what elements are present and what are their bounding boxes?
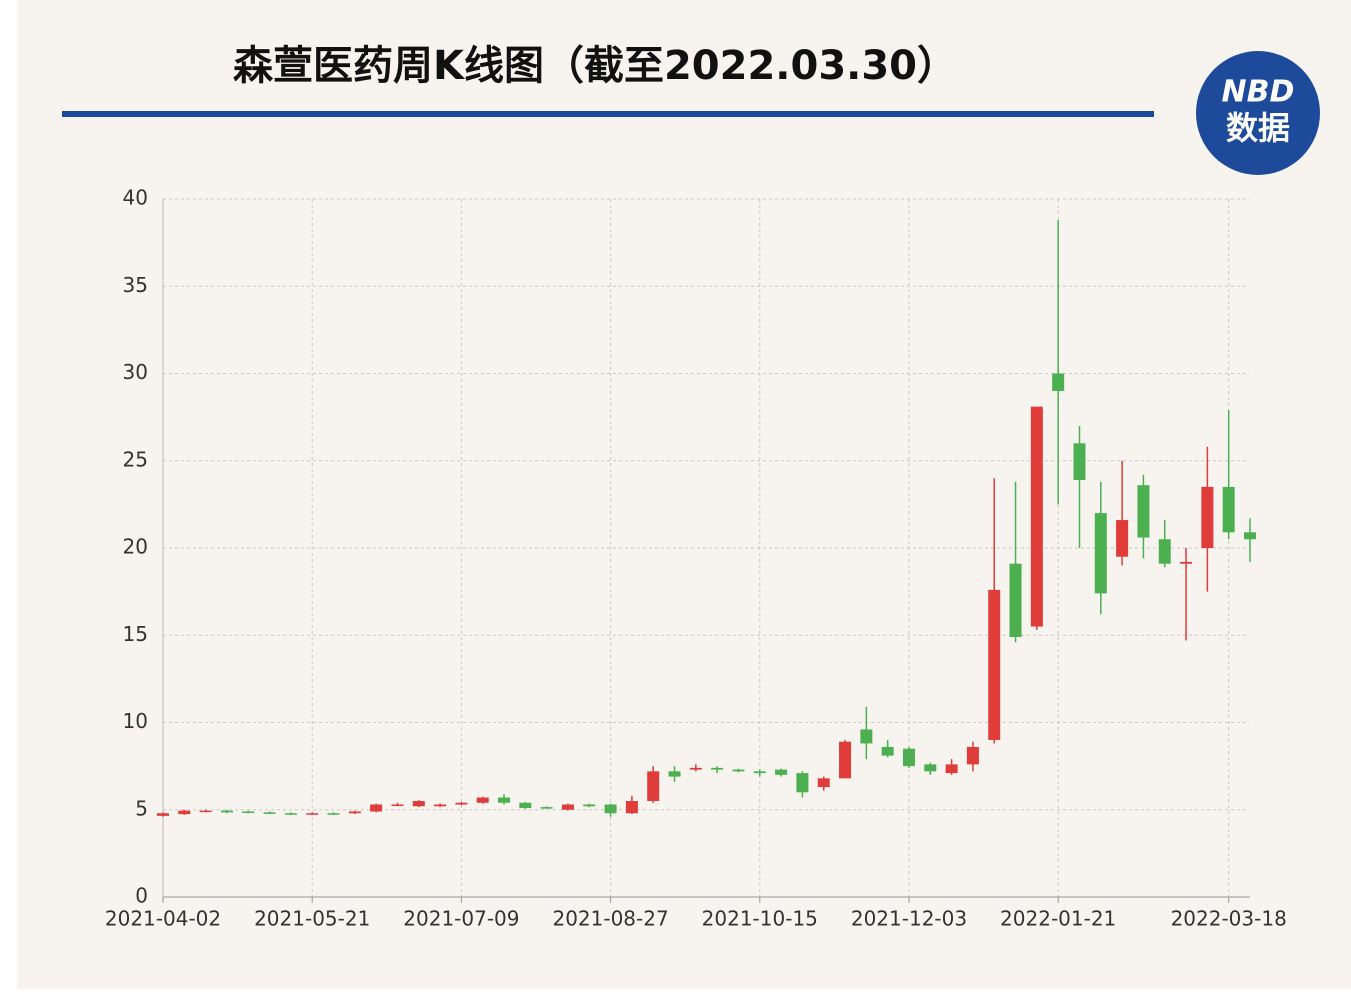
x-tick-label: 2022-01-21: [1000, 907, 1116, 931]
logo-text: 数据: [1226, 109, 1290, 147]
candle-body: [327, 813, 340, 815]
candle-body: [753, 771, 766, 774]
candle-body: [1137, 485, 1150, 538]
logo-text: NBD: [1222, 75, 1295, 110]
y-tick-label: 35: [123, 273, 148, 297]
candle-body: [689, 767, 702, 770]
candle-body: [924, 764, 937, 772]
candle-body: [711, 767, 724, 770]
candle-body: [625, 801, 638, 814]
candle-body: [1030, 406, 1043, 627]
candle-body: [412, 801, 425, 807]
candle-body: [902, 748, 915, 767]
candle-body: [1180, 561, 1193, 564]
candle-body: [1158, 539, 1171, 564]
candle-body: [476, 797, 489, 803]
candle-body: [348, 811, 361, 814]
candle-body: [583, 804, 596, 807]
logo: [1196, 51, 1320, 175]
candle-body: [1201, 486, 1214, 548]
candle-body: [199, 810, 212, 813]
candle-body: [370, 804, 383, 812]
candle-body: [945, 764, 958, 774]
candle-body: [498, 797, 511, 803]
x-tick-label: 2022-03-18: [1171, 907, 1287, 931]
candle-body: [391, 804, 404, 807]
candle-body: [817, 778, 830, 788]
candle-body: [455, 802, 468, 805]
candle-body: [1009, 563, 1022, 637]
y-tick-label: 10: [123, 709, 148, 733]
candle-body: [242, 811, 255, 813]
candle-body: [284, 813, 297, 815]
y-tick-label: 0: [135, 884, 148, 908]
candle-body: [647, 771, 660, 802]
candle-body: [604, 804, 617, 814]
candle-body: [561, 804, 574, 810]
candle-body: [178, 810, 191, 815]
y-tick-label: 5: [135, 796, 148, 820]
candle-body: [775, 769, 788, 775]
candle-body: [540, 807, 553, 809]
y-tick-label: 40: [123, 186, 148, 210]
x-tick-label: 2021-10-15: [702, 907, 818, 931]
candle-body: [668, 771, 681, 777]
y-tick-label: 15: [123, 622, 148, 646]
candle-body: [860, 729, 873, 744]
candle-body: [839, 741, 852, 779]
candle-body: [796, 773, 809, 793]
candle-body: [988, 589, 1001, 740]
chart-title: 森萱医药周K线图（截至2022.03.30）: [233, 43, 957, 89]
candle-body: [220, 810, 233, 813]
y-tick-label: 25: [123, 447, 148, 471]
x-tick-label: 2021-04-02: [105, 907, 221, 931]
candle-body: [1073, 443, 1086, 480]
candle-body: [306, 813, 319, 815]
x-tick-label: 2021-05-21: [254, 907, 370, 931]
candle-body: [732, 769, 745, 772]
x-tick-label: 2021-07-09: [403, 907, 519, 931]
background: [17, 0, 1351, 989]
candle-body: [1052, 373, 1065, 391]
y-tick-label: 20: [123, 535, 148, 559]
candle-body: [434, 804, 447, 807]
candle-body: [881, 746, 894, 756]
candle-body: [966, 746, 979, 765]
y-tick-label: 30: [123, 360, 148, 384]
candle-body: [1094, 513, 1107, 594]
candle-body: [519, 802, 532, 809]
x-tick-label: 2021-08-27: [552, 907, 668, 931]
candle-body: [1222, 486, 1235, 533]
candle-body: [263, 812, 276, 814]
x-tick-label: 2021-12-03: [851, 907, 967, 931]
candle-body: [157, 813, 169, 816]
candle-body: [1116, 520, 1129, 557]
candle-body: [1244, 532, 1256, 540]
title-rule: [62, 111, 1154, 117]
